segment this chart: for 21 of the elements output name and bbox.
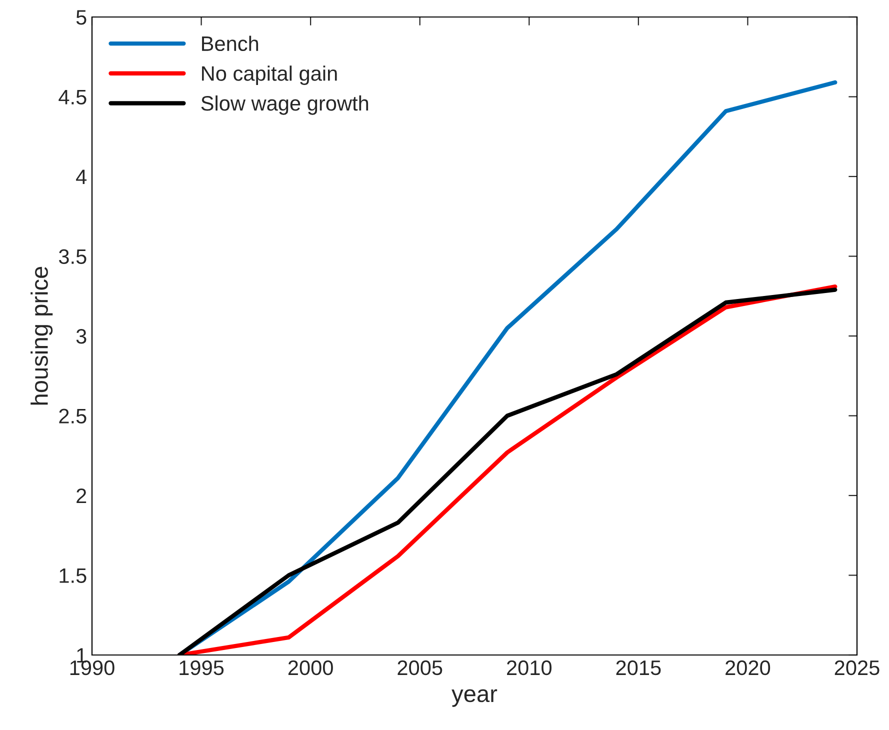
y-tick-label: 5 (76, 10, 86, 25)
x-tick-label: 2005 (398, 660, 442, 676)
y-tick-label: 1.5 (60, 568, 86, 584)
x-tick-label: 2010 (507, 660, 552, 676)
y-tick-label: 3 (76, 329, 86, 344)
y-tick-label: 2.5 (59, 408, 86, 424)
y-axis-title: housing price (30, 266, 53, 405)
y-tick-label: 3.5 (58, 249, 86, 264)
x-tick-label: 2015 (616, 660, 661, 676)
legend-label: Bench (202, 36, 258, 52)
y-tick-label: 4 (76, 170, 87, 184)
x-tick-label: 1995 (180, 660, 224, 676)
y-tick-label: 2 (76, 488, 86, 504)
y-tick-label: 4.5 (58, 90, 86, 105)
x-tick-label: 2000 (288, 660, 333, 676)
x-axis-title: year (452, 689, 498, 707)
x-tick-label: 2025 (834, 660, 880, 676)
x-tick-label: 1990 (70, 660, 114, 676)
legend-label: No capital gain (202, 66, 337, 86)
x-tick-label: 2020 (726, 660, 770, 676)
legend-label: Slow wage growth (201, 95, 368, 115)
